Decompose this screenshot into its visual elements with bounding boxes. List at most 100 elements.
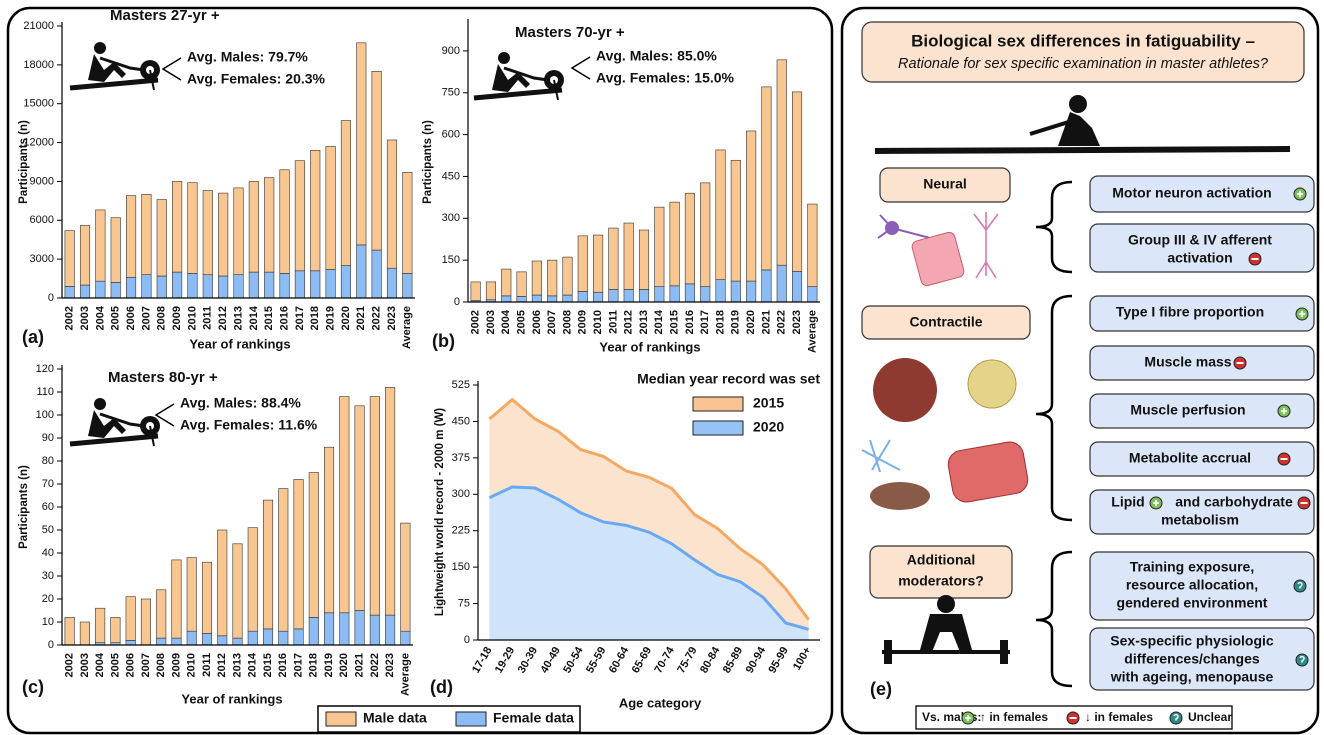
bar (294, 479, 303, 629)
y-tick-label: 375 (452, 452, 470, 464)
legend-label: Female data (493, 710, 574, 726)
muscle-section-icon (873, 358, 937, 422)
bar (385, 387, 394, 615)
group-label: Contractile (909, 314, 982, 330)
x-tick-label: 2019 (323, 653, 335, 677)
bar (731, 160, 740, 281)
bar (609, 289, 618, 302)
x-tick-label: 2006 (125, 653, 137, 677)
x-tick-label: 2002 (64, 653, 76, 677)
x-tick-label: 2023 (386, 306, 398, 330)
bar (142, 194, 152, 274)
y-tick-label: 150 (452, 561, 470, 573)
bar (502, 296, 511, 302)
bar (403, 172, 413, 273)
x-tick-label: 2011 (202, 306, 214, 330)
brace (1036, 182, 1072, 272)
x-tick-label: 75-79 (675, 645, 699, 675)
y-tick-label: 750 (442, 87, 460, 99)
bar (655, 207, 664, 287)
x-tick-label: 2011 (201, 653, 213, 677)
x-tick-label: 90-94 (744, 644, 769, 675)
y-axis-label: Participants (n) (422, 120, 434, 204)
x-tick-label: 100+ (791, 645, 814, 672)
annotation-bracket (163, 58, 181, 80)
bar (578, 291, 587, 302)
bar (111, 218, 121, 283)
bar (80, 225, 90, 285)
key-text: ↓ in females (1085, 710, 1153, 724)
y-tick-label: 900 (442, 45, 460, 57)
item-text: Metabolite accrual (1129, 450, 1251, 466)
y-tick-label: 150 (442, 254, 460, 266)
bar (218, 193, 228, 276)
x-tick-label: 2018 (714, 310, 726, 334)
bar (777, 265, 786, 302)
bar (355, 611, 364, 646)
bar (670, 202, 679, 286)
bar (203, 275, 213, 298)
bar (187, 631, 196, 645)
x-tick-label: 55-59 (584, 645, 608, 675)
bar (532, 295, 541, 302)
annotation: Avg. Females: 20.3% (187, 71, 326, 87)
y-tick-label: 18000 (23, 59, 54, 71)
item-text: Muscle mass (1144, 354, 1231, 370)
bar (309, 473, 318, 618)
bar (578, 236, 587, 292)
x-tick-label: 2014 (653, 309, 665, 334)
x-tick-label: 2004 (94, 305, 106, 330)
y-tick-label: 75 (458, 597, 470, 609)
x-tick-label: 2007 (140, 653, 152, 677)
legend-swatch (693, 421, 743, 435)
panel-subtitle: Rationale for sex specific examination i… (898, 56, 1269, 72)
bar (324, 447, 333, 613)
x-tick-label: 2019 (730, 310, 742, 334)
bar (670, 286, 679, 302)
bar (142, 275, 152, 298)
bar (370, 615, 379, 645)
bar (111, 282, 121, 298)
bar (372, 71, 382, 250)
group-label: moderators? (898, 573, 984, 589)
bar (731, 281, 740, 302)
item-text: Sex-specific physiologic (1110, 633, 1274, 649)
mitochondria-icon (870, 482, 930, 510)
annotation: Avg. Males: 88.4% (180, 395, 301, 411)
panel-label: (c) (22, 677, 44, 697)
bar (563, 257, 572, 295)
x-tick-label: 2015 (669, 310, 681, 334)
x-tick-label: 2021 (760, 310, 772, 334)
x-tick-label: 2016 (684, 310, 696, 334)
bar (280, 273, 290, 298)
bar (156, 638, 165, 645)
bar (593, 235, 602, 292)
y-tick-label: 525 (452, 379, 470, 391)
x-tick-label: 2007 (546, 310, 558, 334)
bar (187, 558, 196, 632)
y-tick-label: 225 (452, 525, 470, 537)
y-tick-label: 20 (42, 593, 54, 605)
legend-swatch (326, 712, 356, 726)
bar (370, 397, 379, 615)
y-tick-label: 90 (42, 432, 54, 444)
group-label: Neural (923, 176, 967, 192)
bar (188, 273, 198, 298)
x-tick-label: 2023 (791, 310, 803, 334)
bar (385, 615, 394, 645)
bar (471, 282, 480, 301)
x-tick-label: Average (401, 306, 413, 349)
x-tick-label: 2003 (79, 653, 91, 677)
bar (372, 250, 382, 298)
bar (700, 183, 709, 287)
lifter-body (920, 614, 972, 652)
bar (593, 292, 602, 302)
key-text: Unclear (1188, 710, 1232, 724)
bar (716, 150, 725, 280)
x-tick-label: 70-74 (652, 644, 677, 675)
x-axis-label: Age category (619, 695, 702, 710)
brace (1036, 552, 1072, 686)
item-text: Lipid (1111, 494, 1144, 510)
bar (263, 629, 272, 645)
bar (777, 60, 786, 265)
